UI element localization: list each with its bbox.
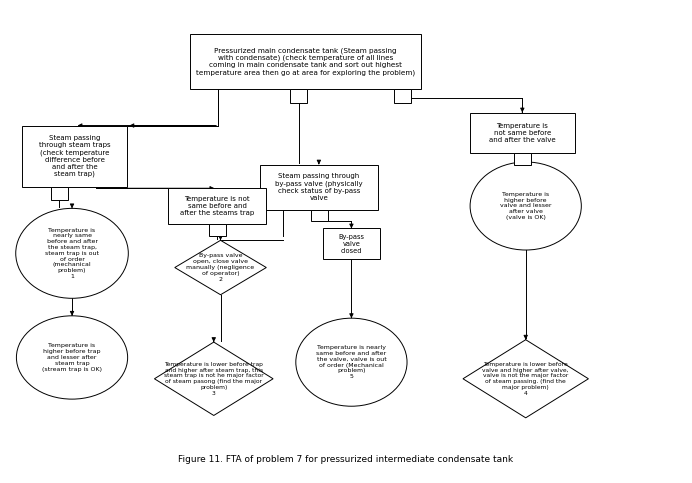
Text: Steam passing
through steam traps
(check temperature
difference before
and after: Steam passing through steam traps (check… — [39, 135, 111, 177]
FancyBboxPatch shape — [22, 126, 127, 187]
Text: Temperature is lower before trap
and higher after steam trap, this
steam trap is: Temperature is lower before trap and hig… — [164, 362, 264, 396]
Polygon shape — [175, 241, 266, 295]
FancyBboxPatch shape — [394, 89, 411, 103]
FancyBboxPatch shape — [260, 165, 379, 210]
Ellipse shape — [16, 208, 128, 298]
Ellipse shape — [295, 318, 407, 406]
Text: Temperature is
nearly same
before and after
the steam trap,
steam trap is out
of: Temperature is nearly same before and af… — [45, 227, 99, 279]
FancyBboxPatch shape — [322, 228, 380, 259]
Ellipse shape — [470, 162, 581, 250]
FancyBboxPatch shape — [190, 34, 421, 89]
Text: Temperature is
higher before trap
and lesser after
steam trap
(stream trap is OK: Temperature is higher before trap and le… — [42, 343, 102, 371]
FancyBboxPatch shape — [168, 188, 266, 224]
Text: Temperature is
not same before
and after the valve: Temperature is not same before and after… — [489, 123, 556, 142]
Ellipse shape — [17, 316, 127, 399]
Polygon shape — [463, 340, 588, 418]
Text: By-pass valve
open, close valve
manually (negligence
of operator)
2: By-pass valve open, close valve manually… — [186, 254, 255, 282]
Text: Temperature is lower before
valve and higher after valve,
valve is not the major: Temperature is lower before valve and hi… — [482, 362, 569, 396]
Text: Figure 11. FTA of problem 7 for pressurized intermediate condensate tank: Figure 11. FTA of problem 7 for pressuri… — [179, 455, 513, 464]
FancyBboxPatch shape — [514, 153, 531, 165]
Text: Temperature is nearly
same before and after
the valve, valve is out
of order (Me: Temperature is nearly same before and af… — [316, 345, 387, 379]
Text: By-pass
valve
closed: By-pass valve closed — [338, 234, 365, 254]
FancyBboxPatch shape — [51, 187, 68, 200]
Text: Pressurized main condensate tank (Steam passing
with condensate) (check temperat: Pressurized main condensate tank (Steam … — [196, 47, 415, 76]
Text: Temperature is
higher before
valve and lesser
after valve
(valve is OK): Temperature is higher before valve and l… — [500, 192, 552, 220]
FancyBboxPatch shape — [290, 89, 307, 103]
Text: Temperature is not
same before and
after the steams trap: Temperature is not same before and after… — [180, 196, 254, 216]
Polygon shape — [154, 342, 273, 415]
FancyBboxPatch shape — [470, 113, 575, 153]
Text: Steam passing through
by-pass valve (physically
check status of by-pass
valve: Steam passing through by-pass valve (phy… — [275, 173, 363, 201]
FancyBboxPatch shape — [209, 224, 226, 236]
FancyBboxPatch shape — [311, 210, 328, 221]
